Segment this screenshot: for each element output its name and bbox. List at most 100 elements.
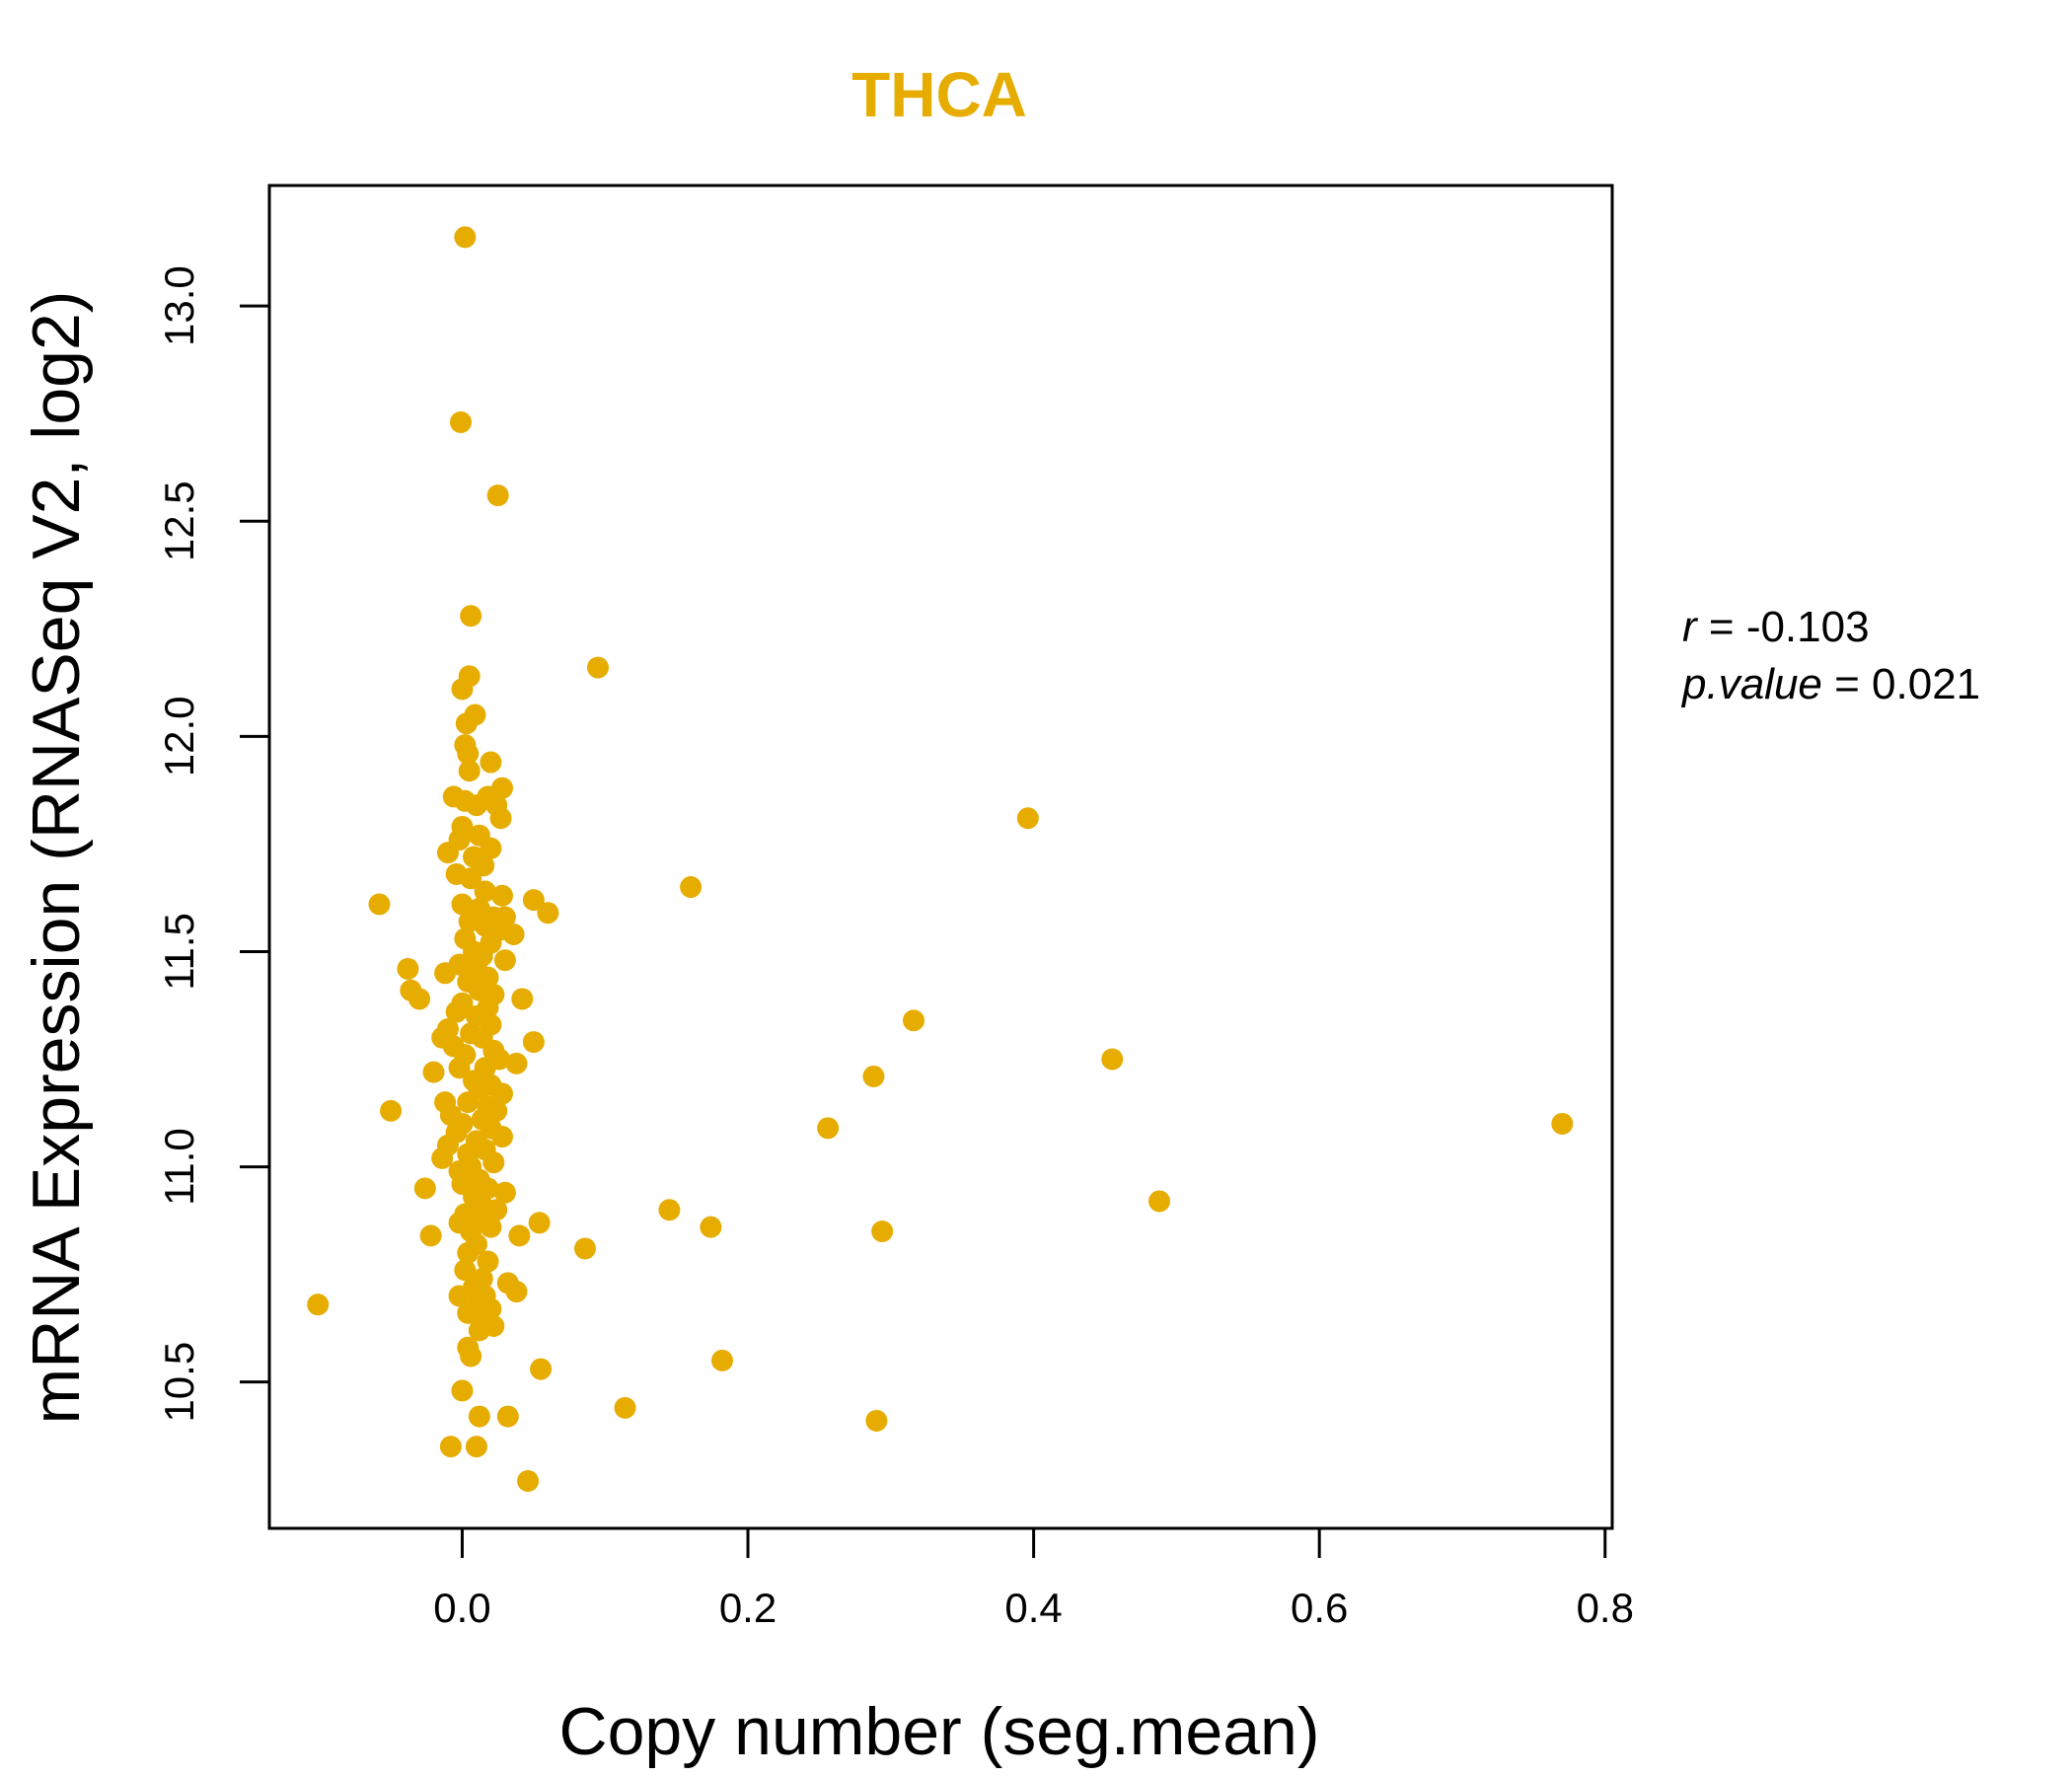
data-point — [573, 1237, 596, 1260]
data-point — [528, 1212, 551, 1234]
data-point — [457, 1241, 480, 1264]
r-label: r — [1682, 603, 1699, 651]
data-point — [505, 1052, 528, 1074]
data-point — [865, 1409, 888, 1432]
correlation-stat: r = -0.103 — [1682, 603, 1870, 651]
data-point — [517, 1470, 540, 1493]
data-point — [413, 1177, 436, 1200]
data-point — [431, 1147, 454, 1169]
x-axis: 0.0 0.2 0.4 0.6 0.8 — [433, 1526, 1634, 1631]
data-point — [1101, 1048, 1124, 1071]
pvalue-stat: p.value = 0.021 — [1680, 660, 1980, 708]
data-point — [862, 1065, 885, 1087]
x-tick-label: 0.8 — [1577, 1585, 1634, 1631]
data-point — [493, 949, 516, 972]
data-point — [700, 1216, 722, 1238]
data-point — [482, 1151, 505, 1174]
data-point — [460, 605, 482, 628]
x-tick-label: 0.0 — [433, 1585, 490, 1631]
data-point — [1148, 1190, 1171, 1213]
data-point — [477, 1250, 499, 1273]
data-point — [451, 893, 474, 916]
data-point — [465, 1436, 487, 1458]
data-point — [502, 924, 525, 946]
data-point — [422, 1061, 445, 1083]
r-equals: = — [1709, 603, 1746, 651]
p-equals: = — [1834, 660, 1872, 708]
x-tick-label: 0.2 — [719, 1585, 777, 1631]
data-point — [493, 1181, 516, 1204]
data-point — [457, 1091, 480, 1114]
data-point — [480, 837, 502, 859]
data-point — [491, 884, 514, 907]
data-point — [508, 1224, 531, 1247]
data-point — [368, 893, 391, 916]
data-point — [614, 1396, 636, 1419]
data-point — [448, 1057, 471, 1079]
x-tick-label: 0.4 — [1004, 1585, 1062, 1631]
data-point — [491, 1126, 514, 1148]
data-point — [1016, 807, 1039, 830]
data-point — [451, 1379, 474, 1402]
data-point — [485, 1199, 508, 1221]
data-point — [445, 1000, 468, 1023]
y-axis-label: mRNA Expression (RNASeq V2, log2) — [19, 291, 94, 1425]
data-point — [496, 1405, 519, 1428]
data-point — [468, 1319, 490, 1342]
data-point — [658, 1199, 681, 1221]
y-tick-label: 12.0 — [156, 696, 202, 777]
data-point — [451, 678, 474, 701]
data-points — [307, 226, 1574, 1493]
data-point — [457, 742, 480, 765]
data-point — [436, 842, 459, 864]
data-point — [505, 1281, 528, 1303]
y-tick-label: 12.5 — [156, 481, 202, 561]
data-point — [397, 957, 419, 980]
data-point — [460, 1345, 482, 1368]
p-value: 0.021 — [1872, 660, 1980, 708]
y-tick-label: 13.0 — [156, 265, 202, 346]
data-point — [454, 1259, 477, 1282]
data-point — [817, 1117, 840, 1140]
data-point — [710, 1349, 733, 1371]
x-axis-label: Copy number (seg.mean) — [558, 1694, 1319, 1769]
data-point — [434, 962, 457, 985]
data-point — [486, 484, 509, 507]
data-point — [511, 988, 534, 1010]
p-label: p.value — [1680, 660, 1822, 708]
data-point — [455, 712, 478, 735]
data-point — [489, 807, 512, 830]
data-point — [458, 760, 481, 782]
y-tick-label: 10.5 — [156, 1342, 202, 1423]
data-point — [530, 1358, 553, 1380]
data-point — [491, 1082, 514, 1105]
y-tick-label: 11.5 — [156, 913, 202, 991]
data-point — [480, 1216, 502, 1238]
data-point — [902, 1009, 925, 1032]
data-point — [1551, 1112, 1574, 1135]
data-point — [522, 1031, 545, 1054]
data-point — [439, 1436, 462, 1458]
data-point — [465, 794, 487, 817]
chart-title: THCA — [851, 59, 1027, 130]
data-point — [480, 751, 502, 774]
data-point — [307, 1294, 330, 1316]
data-point — [448, 1285, 471, 1307]
data-point — [537, 902, 559, 925]
r-value: -0.103 — [1746, 603, 1870, 651]
data-point — [450, 410, 473, 433]
data-point — [680, 876, 703, 899]
data-point — [408, 988, 431, 1010]
data-point — [587, 656, 610, 679]
x-tick-label: 0.6 — [1291, 1585, 1348, 1631]
data-point — [380, 1099, 403, 1122]
data-point — [871, 1221, 894, 1243]
data-point — [419, 1224, 442, 1247]
y-tick-label: 11.0 — [156, 1128, 202, 1206]
data-point — [468, 1405, 490, 1428]
data-point — [522, 889, 545, 912]
data-point — [460, 867, 482, 890]
data-point — [474, 880, 496, 903]
data-point — [454, 226, 477, 249]
